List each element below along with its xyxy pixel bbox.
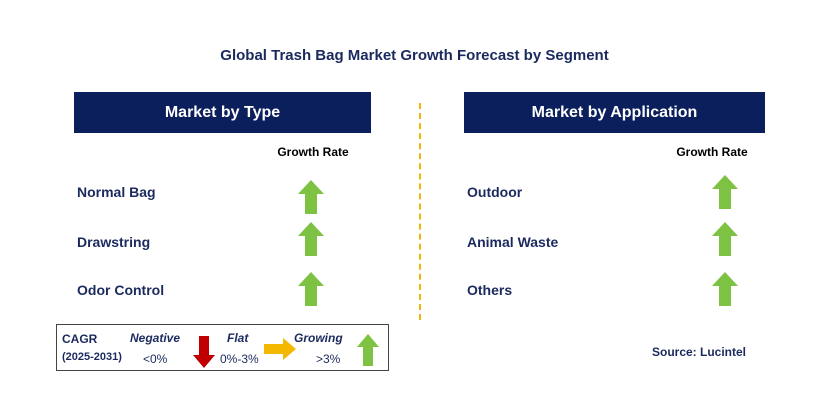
green-up-arrow-icon bbox=[298, 222, 324, 256]
type-row-label-normal-bag: Normal Bag bbox=[77, 184, 156, 200]
legend-period: (2025-2031) bbox=[62, 351, 122, 363]
application-row-label-outdoor: Outdoor bbox=[467, 184, 523, 200]
legend-negative-label: Negative bbox=[130, 331, 181, 345]
type-row-label-drawstring: Drawstring bbox=[77, 234, 151, 250]
green-up-arrow-icon bbox=[712, 175, 738, 209]
market-by-type-header: Market by Type bbox=[74, 92, 371, 133]
legend-flat-range: 0%-3% bbox=[220, 352, 259, 366]
green-up-arrow-icon bbox=[712, 272, 738, 306]
application-row-label-others: Others bbox=[467, 282, 513, 298]
type-row-label-odor-control: Odor Control bbox=[77, 282, 165, 298]
market-by-application-header: Market by Application bbox=[464, 92, 765, 133]
legend-negative-range: <0% bbox=[143, 352, 168, 366]
left-growth-rate-label: Growth Rate bbox=[277, 145, 349, 159]
green-up-arrow-icon bbox=[298, 272, 324, 306]
legend-growing-label: Growing bbox=[294, 331, 343, 345]
chart-title: Global Trash Bag Market Growth Forecast … bbox=[220, 47, 609, 64]
green-up-arrow-icon bbox=[357, 334, 379, 366]
cagr-legend: CAGR (2025-2031) Negative <0% Flat 0%-3%… bbox=[56, 324, 389, 371]
application-row-label-animal-waste: Animal Waste bbox=[467, 234, 559, 250]
panel-divider bbox=[419, 103, 421, 320]
legend-growing-range: >3% bbox=[316, 352, 341, 366]
legend-cagr-label: CAGR bbox=[62, 332, 98, 346]
red-down-arrow-icon bbox=[193, 336, 215, 368]
green-up-arrow-icon bbox=[298, 180, 324, 214]
yellow-right-arrow-icon bbox=[264, 338, 296, 360]
legend-flat-label: Flat bbox=[227, 331, 249, 345]
green-up-arrow-icon bbox=[712, 222, 738, 256]
right-growth-rate-label: Growth Rate bbox=[676, 145, 748, 159]
source-label: Source: Lucintel bbox=[652, 345, 747, 359]
